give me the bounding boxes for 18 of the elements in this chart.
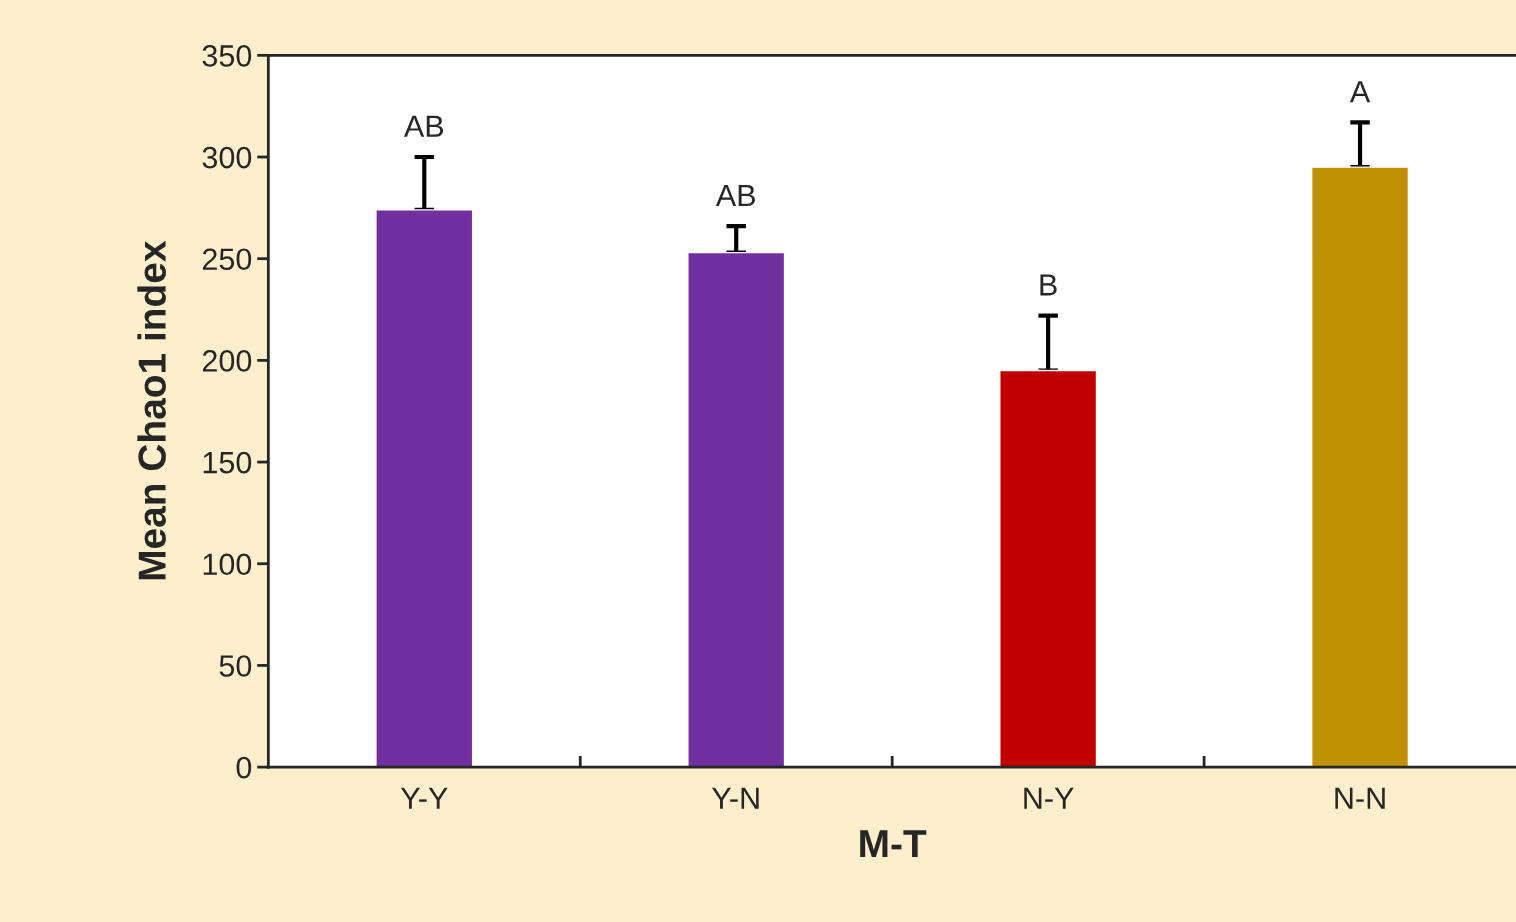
y-tick-label: 300 — [202, 146, 252, 169]
x-tick-label: N-N — [1335, 787, 1385, 809]
annotation: AB — [715, 184, 755, 206]
y-tick-label: 250 — [202, 248, 252, 271]
x-tick-label: N-Y — [1024, 787, 1074, 809]
y-tick-label: 50 — [219, 655, 252, 677]
annotation: A — [1349, 81, 1371, 103]
y-axis-title: Mean Chao1 index — [137, 240, 166, 580]
y-tick-label: 200 — [202, 350, 252, 372]
y-tick-label: 350 — [202, 45, 252, 67]
x-axis-title: M-T — [860, 830, 927, 858]
y-tick-label: 100 — [203, 553, 252, 576]
annotation: B — [1040, 274, 1057, 296]
annotation: AB — [403, 115, 444, 137]
x-tick-label: Y-Y — [400, 787, 448, 809]
x-tick-label: Y-N — [711, 787, 759, 809]
y-tick-label: 150 — [203, 451, 252, 474]
y-tick-label: 0 — [236, 756, 252, 779]
